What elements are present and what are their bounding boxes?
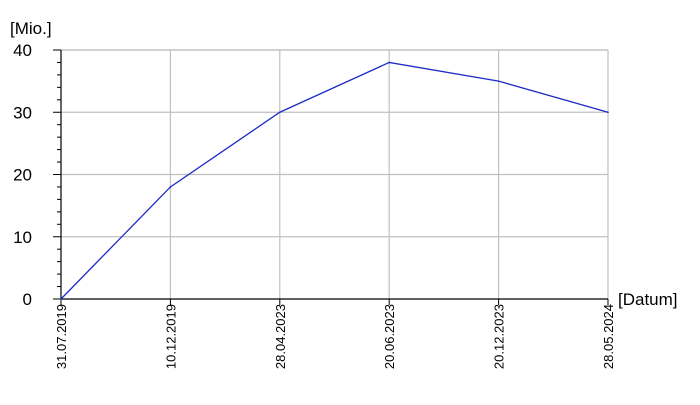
data-point: [607, 111, 609, 114]
grid-lines: [61, 49, 609, 299]
x-tick-label: 20.06.2023: [382, 304, 397, 369]
y-tick-label: 0: [23, 290, 32, 309]
x-tick-label: 28.05.2024: [601, 304, 616, 369]
data-point: [60, 298, 62, 300]
x-tick-label: 20.12.2023: [492, 304, 507, 369]
y-tick-label: 20: [13, 166, 32, 185]
x-tick-label: 28.04.2023: [273, 304, 288, 369]
series-layer: [60, 61, 609, 300]
data-point: [169, 186, 172, 188]
x-tick-label: 10.12.2019: [163, 304, 178, 369]
series-line: [60, 61, 609, 300]
data-point: [279, 111, 281, 114]
y-axis-title: [Mio.]: [10, 19, 52, 38]
y-tick-label: 10: [13, 228, 32, 247]
data-point: [388, 61, 391, 64]
tick-labels: 0 10 20 30 40 31.07.2019 10.12.2019 28.04.2023 2…: [13, 41, 616, 369]
data-point: [497, 80, 500, 82]
tick-marks: [53, 49, 609, 305]
x-tick-label: 31.07.2019: [54, 304, 69, 369]
y-tick-label: 30: [13, 103, 32, 122]
x-axis-title: [Datum]: [618, 290, 678, 309]
y-tick-label: 40: [13, 41, 32, 60]
